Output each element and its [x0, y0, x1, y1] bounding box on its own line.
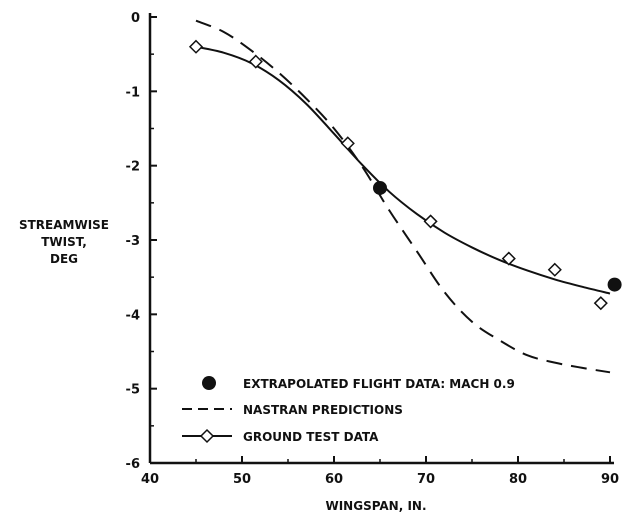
- y-tick-label: -1: [126, 85, 140, 100]
- y-ticks: 0 -1 -2 -3 -4 -5 -6: [126, 11, 157, 472]
- ground-test-point: [248, 54, 263, 69]
- x-tick-label: 80: [509, 472, 527, 487]
- legend: EXTRAPOLATED FLIGHT DATA: MACH 0.9 NASTR…: [182, 376, 515, 444]
- flight-data-point: [373, 180, 387, 195]
- series-layer: [188, 19, 622, 374]
- ground-test-point: [547, 262, 562, 277]
- ground-test-point: [340, 136, 355, 151]
- y-tick-label: -2: [126, 160, 140, 175]
- flight-data-point: [607, 277, 622, 292]
- ground-test-curve: [195, 45, 611, 295]
- legend-label-ground: GROUND TEST DATA: [243, 430, 379, 444]
- y-tick-label: -4: [126, 308, 140, 323]
- nastran-prediction-line: [195, 19, 611, 374]
- x-tick-label: 90: [601, 472, 619, 487]
- y-tick-label: 0: [131, 11, 140, 26]
- legend-label-flight: EXTRAPOLATED FLIGHT DATA: MACH 0.9: [243, 377, 515, 391]
- legend-marker-ground: [199, 428, 215, 444]
- y-tick-label: -5: [126, 383, 140, 398]
- y-axis-title-line-2: TWIST,: [41, 235, 87, 249]
- legend-label-nastran: NASTRAN PREDICTIONS: [243, 403, 403, 417]
- axes: [148, 13, 614, 465]
- x-tick-label: 60: [325, 472, 343, 487]
- ground-test-point: [188, 39, 204, 54]
- legend-marker-flight: [202, 376, 216, 390]
- x-axis-title: WINGSPAN, IN.: [325, 499, 426, 513]
- y-tick-label: -6: [126, 457, 140, 472]
- x-tick-label: 50: [233, 472, 251, 487]
- y-tick-label: -3: [126, 234, 140, 249]
- x-tick-label: 70: [417, 472, 435, 487]
- x-ticks: 40 50 60 70 80 90: [141, 456, 619, 487]
- ground-test-point: [501, 251, 516, 266]
- y-axis-title-line-1: STREAMWISE: [19, 218, 109, 232]
- y-axis-title-line-3: DEG: [50, 252, 78, 266]
- x-tick-label: 40: [141, 472, 159, 487]
- ground-test-point: [423, 214, 438, 229]
- ground-test-point: [593, 296, 608, 311]
